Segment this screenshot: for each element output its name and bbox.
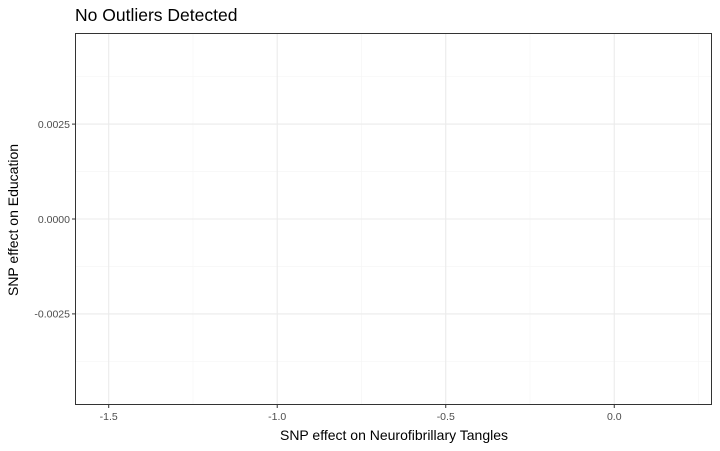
y-tick-label: 0.0000 bbox=[38, 214, 70, 226]
y-axis-ticks: 0.0025 0.0000 -0.0025 bbox=[34, 119, 75, 321]
x-tick-label: -1.5 bbox=[100, 411, 118, 423]
grid-major bbox=[76, 34, 711, 404]
x-tick-label: -1.0 bbox=[268, 411, 286, 423]
y-tick-label: -0.0025 bbox=[34, 309, 70, 321]
plot-panel bbox=[75, 33, 712, 405]
chart-title: No Outliers Detected bbox=[75, 5, 237, 25]
x-tick-label: 0.0 bbox=[607, 411, 622, 423]
grid-minor bbox=[76, 34, 711, 404]
x-tick-label: -0.5 bbox=[437, 411, 455, 423]
x-axis-title: SNP effect on Neurofibrillary Tangles bbox=[280, 427, 508, 443]
x-axis-ticks: -1.5 -1.0 -0.5 0.0 bbox=[100, 405, 622, 423]
y-tick-label: 0.0025 bbox=[38, 119, 70, 131]
y-axis-title: SNP effect on Education bbox=[5, 144, 21, 296]
